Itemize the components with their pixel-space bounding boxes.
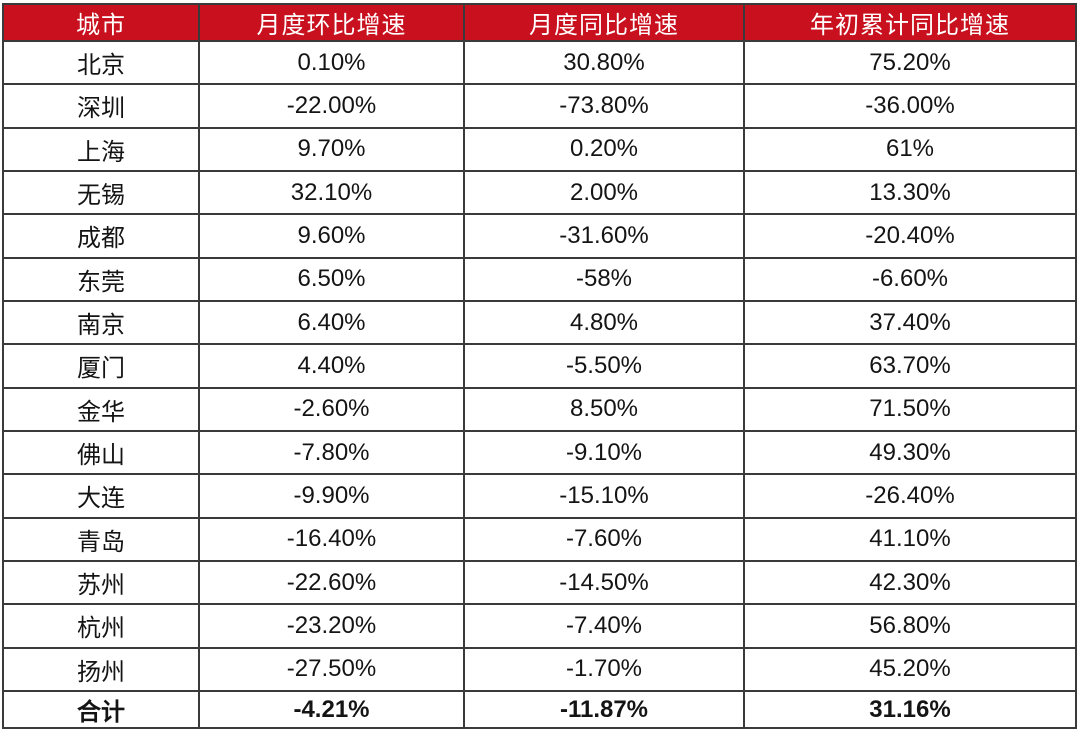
- yoy-growth-cell: -31.60%: [463, 213, 745, 259]
- total-row: 合计 -4.21% -11.87% 31.16%: [2, 690, 1077, 729]
- city-cell: 苏州: [2, 559, 200, 606]
- table-row: 南京 6.40% 4.80% 37.40%: [2, 299, 1077, 346]
- ytd-yoy-growth-cell: 71.50%: [743, 386, 1077, 432]
- table-row: 扬州 -27.50% -1.70% 45.20%: [2, 646, 1077, 693]
- ytd-yoy-growth-cell: -36.00%: [743, 83, 1077, 129]
- ytd-yoy-growth-cell: 56.80%: [743, 603, 1077, 649]
- yoy-growth-cell: 8.50%: [463, 386, 745, 432]
- city-cell: 深圳: [2, 83, 200, 129]
- ytd-yoy-growth-cell: 45.20%: [743, 646, 1077, 693]
- table-row: 深圳 -22.00% -73.80% -36.00%: [2, 83, 1077, 129]
- yoy-growth-cell: -7.60%: [463, 516, 745, 562]
- ytd-yoy-growth-cell: 61%: [743, 126, 1077, 172]
- ytd-yoy-growth-cell: 75.20%: [743, 39, 1077, 86]
- mom-growth-cell: -9.90%: [198, 473, 465, 519]
- header-ytd-yoy-growth: 年初累计同比增速: [743, 3, 1077, 42]
- city-cell: 上海: [2, 126, 200, 172]
- total-yoy-growth: -11.87%: [463, 690, 745, 729]
- table-row: 无锡 32.10% 2.00% 13.30%: [2, 169, 1077, 216]
- city-cell: 厦门: [2, 343, 200, 389]
- mom-growth-cell: -7.80%: [198, 429, 465, 476]
- mom-growth-cell: -16.40%: [198, 516, 465, 562]
- mom-growth-cell: 6.40%: [198, 299, 465, 346]
- table-row: 金华 -2.60% 8.50% 71.50%: [2, 386, 1077, 432]
- table-row: 大连 -9.90% -15.10% -26.40%: [2, 473, 1077, 519]
- yoy-growth-cell: -73.80%: [463, 83, 745, 129]
- header-city: 城市: [2, 3, 200, 42]
- yoy-growth-cell: 4.80%: [463, 299, 745, 346]
- table-row: 苏州 -22.60% -14.50% 42.30%: [2, 559, 1077, 606]
- mom-growth-cell: 9.70%: [198, 126, 465, 172]
- ytd-yoy-growth-cell: 13.30%: [743, 169, 1077, 216]
- city-cell: 青岛: [2, 516, 200, 562]
- ytd-yoy-growth-cell: -20.40%: [743, 213, 1077, 259]
- table-row: 东莞 6.50% -58% -6.60%: [2, 256, 1077, 302]
- yoy-growth-cell: -9.10%: [463, 429, 745, 476]
- ytd-yoy-growth-cell: 41.10%: [743, 516, 1077, 562]
- table-body: 北京 0.10% 30.80% 75.20% 深圳 -22.00% -73.80% -36.0…: [2, 39, 1077, 693]
- table-row: 成都 9.60% -31.60% -20.40%: [2, 213, 1077, 259]
- ytd-yoy-growth-cell: -6.60%: [743, 256, 1077, 302]
- yoy-growth-cell: -15.10%: [463, 473, 745, 519]
- table-row: 青岛 -16.40% -7.60% 41.10%: [2, 516, 1077, 562]
- total-mom-growth: -4.21%: [198, 690, 465, 729]
- total-label: 合计: [2, 690, 200, 729]
- mom-growth-cell: -2.60%: [198, 386, 465, 432]
- ytd-yoy-growth-cell: 63.70%: [743, 343, 1077, 389]
- table-row: 佛山 -7.80% -9.10% 49.30%: [2, 429, 1077, 476]
- yoy-growth-cell: 2.00%: [463, 169, 745, 216]
- city-cell: 杭州: [2, 603, 200, 649]
- mom-growth-cell: 6.50%: [198, 256, 465, 302]
- table-row: 北京 0.10% 30.80% 75.20%: [2, 39, 1077, 86]
- yoy-growth-cell: -1.70%: [463, 646, 745, 693]
- yoy-growth-cell: 0.20%: [463, 126, 745, 172]
- mom-growth-cell: -27.50%: [198, 646, 465, 693]
- city-cell: 扬州: [2, 646, 200, 693]
- city-cell: 佛山: [2, 429, 200, 476]
- mom-growth-cell: -23.20%: [198, 603, 465, 649]
- yoy-growth-cell: -7.40%: [463, 603, 745, 649]
- header-mom-growth: 月度环比增速: [198, 3, 465, 42]
- mom-growth-cell: -22.60%: [198, 559, 465, 606]
- city-cell: 无锡: [2, 169, 200, 216]
- ytd-yoy-growth-cell: -26.40%: [743, 473, 1077, 519]
- yoy-growth-cell: -58%: [463, 256, 745, 302]
- city-growth-table: 城市 月度环比增速 月度同比增速 年初累计同比增速 北京 0.10% 30.80% 7…: [2, 3, 1077, 729]
- table-row: 上海 9.70% 0.20% 61%: [2, 126, 1077, 172]
- mom-growth-cell: 32.10%: [198, 169, 465, 216]
- city-cell: 北京: [2, 39, 200, 86]
- header-row: 城市 月度环比增速 月度同比增速 年初累计同比增速: [2, 3, 1077, 42]
- ytd-yoy-growth-cell: 37.40%: [743, 299, 1077, 346]
- total-ytd-yoy-growth: 31.16%: [743, 690, 1077, 729]
- table-row: 杭州 -23.20% -7.40% 56.80%: [2, 603, 1077, 649]
- city-cell: 东莞: [2, 256, 200, 302]
- mom-growth-cell: 4.40%: [198, 343, 465, 389]
- city-cell: 南京: [2, 299, 200, 346]
- yoy-growth-cell: 30.80%: [463, 39, 745, 86]
- mom-growth-cell: -22.00%: [198, 83, 465, 129]
- table-row: 厦门 4.40% -5.50% 63.70%: [2, 343, 1077, 389]
- ytd-yoy-growth-cell: 42.30%: [743, 559, 1077, 606]
- yoy-growth-cell: -14.50%: [463, 559, 745, 606]
- city-cell: 大连: [2, 473, 200, 519]
- mom-growth-cell: 0.10%: [198, 39, 465, 86]
- yoy-growth-cell: -5.50%: [463, 343, 745, 389]
- ytd-yoy-growth-cell: 49.30%: [743, 429, 1077, 476]
- mom-growth-cell: 9.60%: [198, 213, 465, 259]
- city-cell: 成都: [2, 213, 200, 259]
- city-cell: 金华: [2, 386, 200, 432]
- header-yoy-growth: 月度同比增速: [463, 3, 745, 42]
